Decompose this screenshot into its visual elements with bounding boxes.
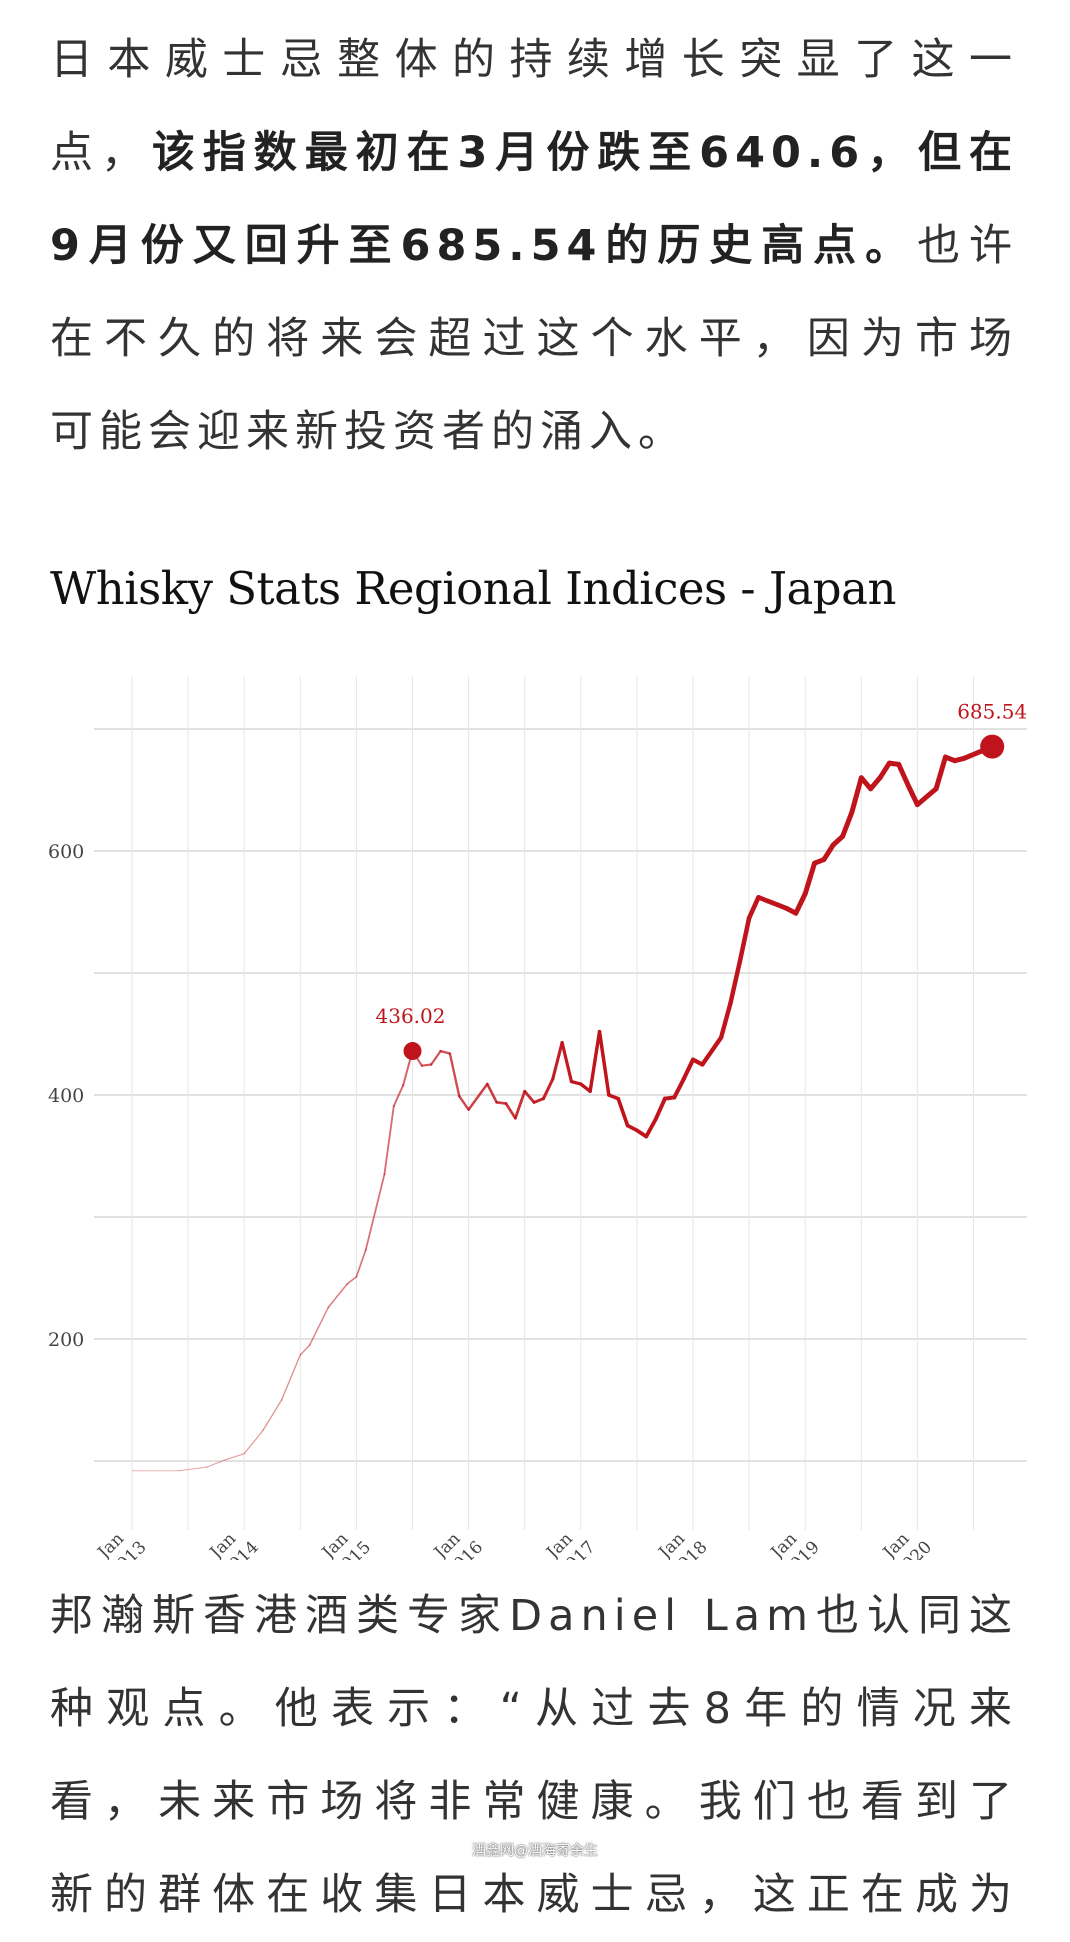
- series-segment: [504, 1102, 517, 1120]
- series-segment: [653, 1096, 667, 1122]
- series-segment: [262, 1399, 283, 1432]
- article-paragraph: 日本威士忌整体的持续增长突显了这一 点，该指数最初在3月份跌至640.6，但在 …: [50, 14, 1018, 479]
- text-normal: 点，: [50, 128, 152, 178]
- series-segment: [280, 1354, 301, 1401]
- series-segment: [383, 1105, 395, 1176]
- series-segment: [718, 1001, 733, 1040]
- series-segment: [327, 1283, 348, 1309]
- annotation-point: [403, 1042, 422, 1061]
- series-segment: [486, 1082, 498, 1104]
- y-tick-label: 600: [48, 841, 84, 863]
- series-segment: [840, 809, 855, 839]
- series-segment: [513, 1089, 527, 1120]
- y-tick-label: 200: [48, 1329, 84, 1351]
- y-tick-label: 400: [48, 1085, 84, 1107]
- series-segment: [579, 1082, 592, 1094]
- series-segment: [672, 1077, 686, 1100]
- series-segment: [308, 1306, 330, 1346]
- text-line: 邦瀚斯香港酒类专家Daniel Lam也认同这: [50, 1591, 1018, 1641]
- annotation-point: [980, 734, 1005, 759]
- series-segment: [420, 1063, 433, 1067]
- series-segment: [933, 754, 948, 792]
- series-segment: [364, 1173, 386, 1251]
- series-segment: [178, 1466, 208, 1472]
- series-segment: [877, 760, 892, 781]
- article-paragraph: 邦瀚斯香港酒类专家Daniel Lam也认同这 种观点。他表示：“从过去8年的情…: [50, 1570, 1018, 1942]
- series-segment: [458, 1094, 470, 1111]
- text-line: 新的群体在收集日本威士忌，这正在成为: [50, 1870, 1018, 1920]
- watermark: 酒鑫网@酒海寄余生: [472, 1843, 598, 1859]
- series-segment: [849, 775, 864, 815]
- series-segment: [392, 1084, 405, 1107]
- series-segment: [532, 1097, 545, 1104]
- text-line: 可能会迎来新投资者的涌入。: [50, 407, 687, 457]
- series-segment: [737, 915, 752, 965]
- series-segment: [644, 1117, 658, 1139]
- series-segment: [914, 786, 939, 808]
- series-segment: [448, 1052, 461, 1098]
- series-segment: [206, 1459, 227, 1468]
- series-segment: [905, 782, 920, 808]
- series-segment: [430, 1049, 442, 1066]
- series-segment: [551, 1040, 564, 1081]
- series-segment: [821, 842, 836, 863]
- series-segment: [588, 1029, 602, 1094]
- text-line: 日本威士忌整体的持续增长突显了这一: [50, 35, 1018, 85]
- series-segment: [728, 959, 742, 1006]
- text-line: 点，该指数最初在3月份跌至640.6，但在: [50, 107, 1018, 200]
- series-segment: [467, 1082, 489, 1111]
- series-segment: [243, 1429, 264, 1455]
- series-segment: [523, 1089, 536, 1104]
- series-segment: [355, 1249, 367, 1278]
- text-line: 看，未来市场将非常健康。我们也看到了: [50, 1777, 1018, 1827]
- series-segment: [346, 1275, 358, 1285]
- text-line: 9月份又回升至685.54的历史高点。也许: [50, 200, 1018, 293]
- series-segment: [439, 1049, 452, 1055]
- chart-title: Whisky Stats Regional Indices - Japan: [50, 562, 896, 615]
- series-segment: [560, 1040, 574, 1084]
- series-segment: [541, 1077, 555, 1101]
- text-line: 种观点。他表示：“从过去8年的情况来: [50, 1684, 1018, 1734]
- text-normal: 也许: [917, 221, 1019, 271]
- series-segment: [224, 1453, 245, 1461]
- series-segment: [299, 1344, 311, 1356]
- series-segment: [746, 895, 761, 921]
- series-segment: [681, 1057, 696, 1082]
- series-segment: [597, 1029, 611, 1097]
- annotation-label: 436.02: [376, 1004, 446, 1028]
- text-line: 在不久的将来会超过这个水平，因为市场: [50, 314, 1018, 364]
- series-segment: [616, 1096, 630, 1128]
- series-segment: [495, 1100, 508, 1105]
- series-segment: [802, 860, 818, 897]
- series-segment: [896, 761, 911, 788]
- series-segment: [700, 1035, 724, 1067]
- series-segment: [793, 891, 808, 916]
- text-bold: 该指数最初在3月份跌至640.6，但在: [151, 128, 1019, 178]
- text-bold: 9月份又回升至685.54的历史高点。: [50, 221, 918, 271]
- annotation-label: 685.54: [957, 700, 1027, 724]
